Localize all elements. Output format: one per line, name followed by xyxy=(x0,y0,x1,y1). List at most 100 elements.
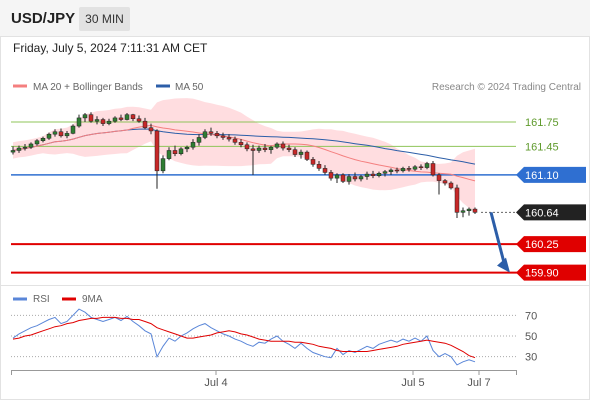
candle xyxy=(130,113,136,122)
candle xyxy=(460,207,466,218)
rsi-tick-label: 50 xyxy=(525,331,537,343)
bear-candle-body xyxy=(220,135,226,138)
bull-candle-body xyxy=(22,146,28,149)
bear-candle-body xyxy=(232,138,238,143)
bull-candle-body xyxy=(190,142,196,148)
candle xyxy=(28,142,34,149)
x-tick-label: Jul 7 xyxy=(467,377,490,389)
bear-candle-body xyxy=(172,150,178,154)
bull-candle-body xyxy=(400,168,406,172)
candle xyxy=(82,113,88,122)
candle xyxy=(286,144,292,153)
bull-candle-body xyxy=(298,151,304,155)
pivot-tag xyxy=(516,166,586,183)
candle xyxy=(334,173,340,184)
candle xyxy=(202,129,208,140)
bear-candle-body xyxy=(472,208,478,213)
bear-candle-body xyxy=(208,131,214,134)
x-tick-label: Jul 5 xyxy=(401,377,424,389)
projection-arrow-head xyxy=(497,257,510,273)
bear-candle-body xyxy=(142,120,148,128)
bull-candle-body xyxy=(196,137,202,143)
candle xyxy=(160,155,166,174)
bear-candle-body xyxy=(328,172,334,179)
bull-candle-body xyxy=(334,174,340,179)
candle xyxy=(142,117,148,130)
candle xyxy=(262,143,268,153)
bull-candle-body xyxy=(70,125,76,134)
candle xyxy=(118,114,124,122)
bear-candle-body xyxy=(244,144,250,150)
candle xyxy=(208,127,214,136)
bear-candle-body xyxy=(304,151,310,160)
candle xyxy=(214,130,220,139)
candle xyxy=(136,115,142,123)
bear-candle-body xyxy=(340,174,346,182)
bull-candle-body xyxy=(376,173,382,176)
bull-candle-body xyxy=(34,140,40,145)
candle xyxy=(232,136,238,145)
bull-candle-body xyxy=(460,210,466,213)
bear-candle-body xyxy=(262,147,268,150)
candle xyxy=(406,165,412,172)
bear-candle-body xyxy=(310,159,316,165)
bear-candle-body xyxy=(100,119,106,124)
rsi-legend: RSI 9MA xyxy=(13,294,103,305)
support-label: 160.25 xyxy=(525,239,559,251)
ma50-legend-swatch xyxy=(156,84,170,88)
bull-candle-body xyxy=(358,176,364,180)
candle xyxy=(34,139,40,146)
bull-candle-body xyxy=(178,148,184,154)
candle xyxy=(196,134,202,146)
bear-candle-body xyxy=(430,163,436,176)
bear-candle-body xyxy=(118,117,124,120)
bull-candle-body xyxy=(466,208,472,211)
candle xyxy=(112,116,118,123)
bull-candle-body xyxy=(64,133,70,137)
bear-candle-body xyxy=(88,114,94,122)
candle xyxy=(364,171,370,180)
title-bar: USD/JPY 30 MIN xyxy=(0,0,590,36)
credit-label: Research © 2024 Trading Central xyxy=(432,82,581,93)
support-tag xyxy=(516,236,586,253)
candle xyxy=(448,181,454,190)
bull-candle-body xyxy=(28,143,34,148)
bull-candle-body xyxy=(364,173,370,177)
bull-candle-body xyxy=(46,133,52,139)
candle xyxy=(16,145,22,153)
bear-candle-body xyxy=(238,142,244,146)
bull-candle-body xyxy=(256,147,262,151)
candle xyxy=(292,147,298,157)
candle xyxy=(274,142,280,149)
bear-candle-body xyxy=(214,133,220,137)
current-price-tag xyxy=(516,204,586,221)
x-tick-label: Jul 4 xyxy=(204,377,227,389)
candle xyxy=(472,207,478,214)
candle xyxy=(178,147,184,156)
candle xyxy=(280,141,286,151)
candle xyxy=(220,132,226,140)
candle xyxy=(388,168,394,175)
bull-candle-body xyxy=(52,131,58,135)
candle xyxy=(358,174,364,182)
bull-candle-body xyxy=(82,114,88,119)
candle xyxy=(424,161,430,170)
candle xyxy=(22,143,28,151)
bear-candle-body xyxy=(226,137,232,140)
timeframe-button[interactable]: 30 MIN xyxy=(79,7,130,31)
projection-arrow-shaft xyxy=(489,211,506,263)
ma9-legend-swatch xyxy=(62,297,76,301)
bear-candle-body xyxy=(286,147,292,150)
candle xyxy=(346,174,352,185)
candle xyxy=(184,145,190,153)
symbol-label: USD/JPY xyxy=(11,10,76,27)
bull-candle-body xyxy=(40,138,46,141)
bear-candle-body xyxy=(370,173,376,176)
bull-candle-body xyxy=(10,150,16,153)
bear-candle-body xyxy=(394,169,400,172)
bear-candle-body xyxy=(130,114,136,119)
bull-candle-body xyxy=(112,117,118,122)
bear-candle-body xyxy=(436,174,442,181)
candle xyxy=(226,134,232,142)
candle xyxy=(370,170,376,179)
